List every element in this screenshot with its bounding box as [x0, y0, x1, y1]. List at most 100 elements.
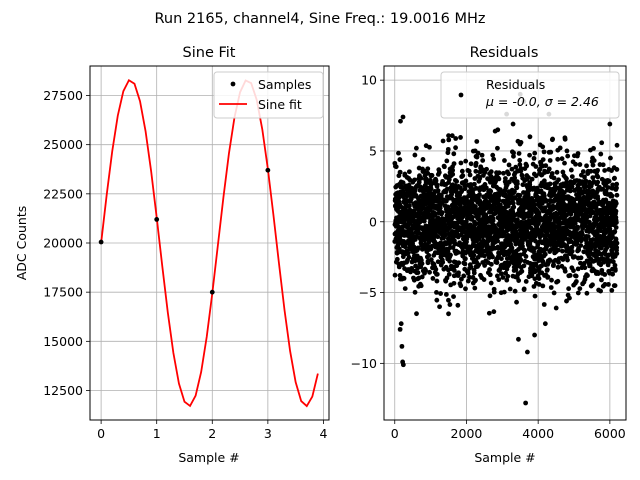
residual-point	[539, 263, 545, 269]
residual-point	[544, 198, 549, 204]
residual-point	[415, 270, 421, 275]
residual-point	[556, 259, 561, 265]
residual-point	[465, 278, 471, 284]
residual-point	[600, 162, 606, 168]
residual-point	[451, 161, 457, 167]
residual-point	[429, 180, 434, 186]
residual-point	[447, 258, 453, 264]
residual-point	[456, 270, 461, 276]
residuals-xtick-label: 0	[391, 426, 399, 441]
residual-point	[610, 234, 615, 239]
residual-point	[581, 249, 587, 255]
residual-point	[573, 161, 578, 167]
residual-point	[446, 271, 452, 277]
residual-point	[453, 145, 458, 151]
legend-samples-label: Samples	[258, 77, 311, 92]
sine-fit-ticks: 0 1 2 3 4 12500 15000 17500 20000 22500 25000 27500	[43, 88, 327, 441]
residual-outlier-point	[397, 326, 403, 332]
residual-point	[527, 134, 533, 140]
residual-point	[503, 209, 509, 215]
residual-point	[594, 231, 600, 236]
residual-point	[499, 256, 504, 262]
sine-fit-ytick-label: 12500	[43, 383, 83, 398]
sine-fit-xtick-label: 1	[153, 426, 161, 441]
residual-point	[402, 171, 408, 177]
residual-point	[506, 171, 511, 177]
residual-point	[550, 136, 555, 142]
residual-point	[565, 257, 570, 263]
residual-point	[579, 211, 585, 217]
residual-outlier-point	[492, 128, 498, 134]
residual-point	[418, 175, 424, 181]
residual-point	[449, 191, 455, 197]
residuals-legend-box	[440, 71, 620, 119]
residual-point	[613, 208, 619, 214]
residual-point	[514, 185, 520, 191]
residual-point	[590, 175, 596, 181]
residual-point	[445, 146, 451, 152]
residual-point	[614, 240, 620, 246]
residual-point	[500, 275, 506, 280]
residual-point	[473, 160, 479, 166]
residual-point	[540, 157, 546, 163]
residual-point	[549, 171, 555, 176]
residual-point	[463, 286, 468, 292]
residual-point	[598, 288, 603, 294]
residual-point	[496, 197, 502, 203]
residual-point	[595, 167, 600, 173]
residual-point	[559, 156, 565, 162]
residual-point	[599, 277, 604, 283]
residual-point	[612, 267, 618, 273]
residual-point	[614, 185, 619, 191]
residual-point	[578, 238, 584, 244]
residual-point	[443, 292, 449, 297]
residual-point	[443, 232, 448, 238]
residual-point	[547, 158, 553, 163]
residual-point	[427, 269, 432, 275]
residual-point	[518, 257, 524, 263]
residual-point	[585, 234, 591, 239]
residual-point	[471, 252, 477, 258]
residual-point	[451, 294, 456, 299]
residual-point	[445, 248, 451, 254]
residual-point	[569, 184, 575, 190]
residual-point	[562, 160, 567, 166]
residual-point	[595, 271, 601, 276]
residual-point	[591, 146, 596, 151]
residual-point	[590, 282, 595, 288]
residual-point	[557, 145, 563, 151]
residual-point	[532, 293, 538, 299]
residual-point	[566, 286, 572, 292]
residual-point	[612, 175, 617, 181]
residual-point	[394, 256, 400, 262]
residual-point	[463, 178, 469, 184]
residual-point	[402, 286, 408, 292]
residual-point	[434, 183, 440, 189]
residual-point	[542, 205, 548, 211]
residual-point	[512, 175, 518, 181]
residual-point	[541, 178, 547, 184]
residual-point	[536, 210, 542, 216]
residual-point	[514, 299, 519, 305]
residual-point	[412, 152, 418, 158]
residual-point	[560, 257, 566, 262]
residual-point	[544, 230, 550, 236]
residual-point	[521, 263, 527, 269]
residual-point	[537, 166, 543, 172]
sample-point	[265, 167, 271, 173]
residual-point	[453, 136, 459, 141]
residual-outlier-point	[516, 336, 521, 342]
residual-point	[565, 153, 571, 159]
sine-fit-ylabel: ADC Counts	[14, 206, 29, 281]
residual-point	[435, 188, 441, 194]
residual-point	[590, 188, 596, 194]
residual-point	[614, 251, 620, 256]
residual-point	[490, 217, 496, 223]
residual-point	[444, 275, 450, 281]
residual-point	[587, 263, 593, 268]
residual-point	[504, 277, 510, 283]
residual-point	[412, 289, 418, 295]
residuals-ytick-label: 10	[361, 73, 377, 88]
residual-point	[488, 188, 494, 194]
